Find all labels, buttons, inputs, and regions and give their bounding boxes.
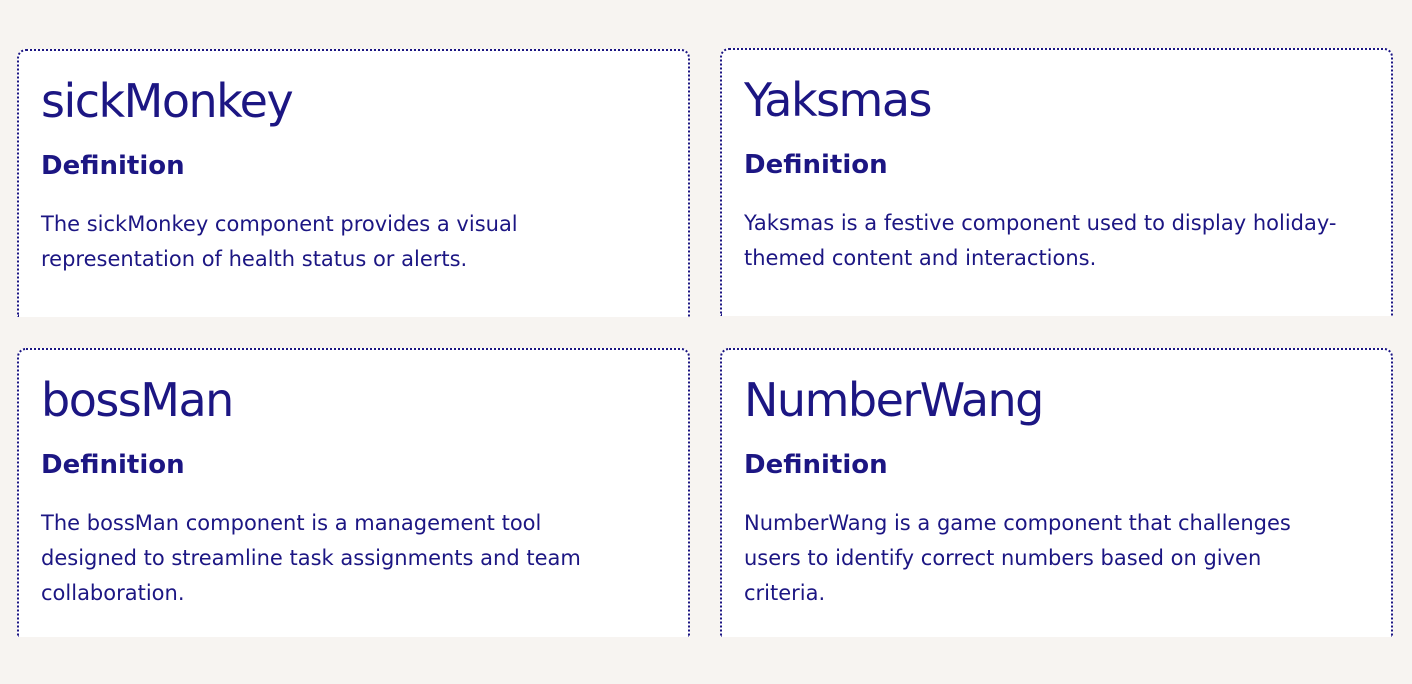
card-title: NumberWang <box>744 373 1044 427</box>
definition-text: The sickMonkey component provides a visu… <box>41 212 518 271</box>
definition-heading: Definition <box>744 150 888 180</box>
card-title: sickMonkey <box>41 74 294 128</box>
component-card-numberwang: NumberWang Definition NumberWang is a ga… <box>720 348 1393 637</box>
card-title: Yaksmas <box>744 73 933 127</box>
definition-text: Yaksmas is a festive component used to d… <box>744 211 1337 270</box>
definition-heading: Definition <box>41 151 185 181</box>
definition-heading: Definition <box>41 450 185 480</box>
definition-text: NumberWang is a game component that chal… <box>744 511 1291 605</box>
card-title: bossMan <box>41 373 234 427</box>
component-card-sickmonkey: sickMonkey Definition The sickMonkey com… <box>17 49 690 317</box>
component-card-yaksmas: Yaksmas Definition Yaksmas is a festive … <box>720 48 1393 316</box>
definition-heading: Definition <box>744 450 888 480</box>
definition-text: The bossMan component is a management to… <box>41 511 581 605</box>
component-card-bossman: bossMan Definition The bossMan component… <box>17 348 690 637</box>
